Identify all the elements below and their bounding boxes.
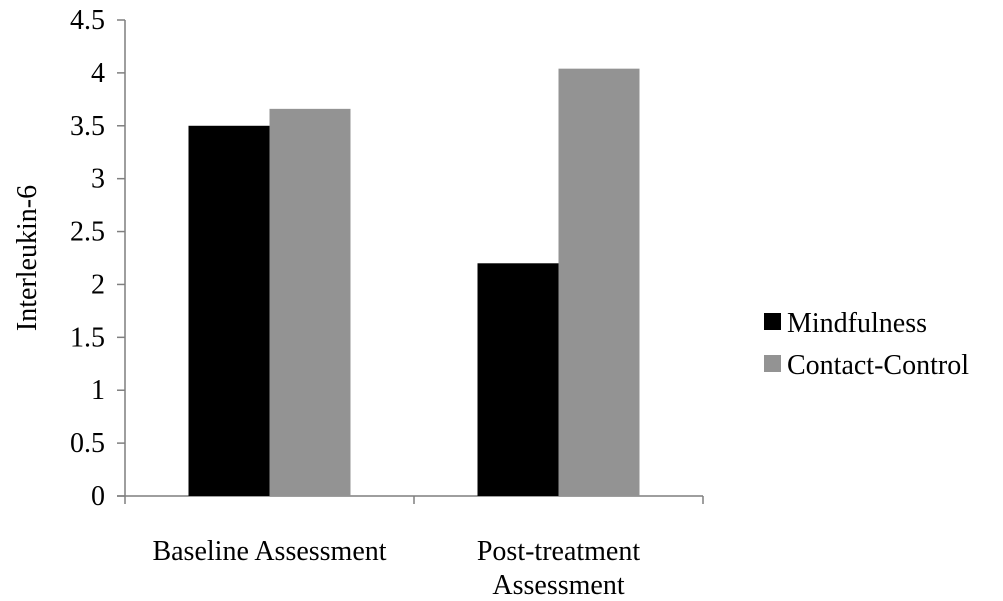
y-tick-label: 2.5 bbox=[70, 217, 105, 248]
y-tick-label: 4 bbox=[91, 58, 105, 89]
legend-swatch bbox=[764, 355, 781, 372]
y-tick-label: 1 bbox=[91, 375, 105, 406]
x-axis-ticks bbox=[124, 496, 704, 504]
y-tick-label: 0.5 bbox=[70, 428, 105, 459]
x-tick-label: Baseline Assessment bbox=[152, 536, 386, 567]
bars bbox=[188, 68, 640, 497]
legend-label: Mindfulness bbox=[787, 308, 927, 339]
y-tick-label: 1.5 bbox=[70, 322, 105, 353]
y-axis-ticks: 0 0.5 1 1.5 2 2.5 3 3.5 4 4.5 bbox=[70, 5, 125, 512]
bar-mindfulness bbox=[188, 125, 270, 497]
x-axis-labels: Baseline Assessment Post-treatmentAssessm… bbox=[152, 536, 640, 601]
bar-contact-control bbox=[558, 68, 640, 496]
x-tick-label: Post-treatment bbox=[477, 536, 641, 567]
legend: Mindfulness Contact-Control bbox=[764, 308, 969, 381]
x-tick-label: Assessment bbox=[492, 570, 624, 601]
y-tick-label: 3 bbox=[91, 164, 105, 195]
legend-swatch bbox=[764, 313, 781, 330]
y-axis-title: Interleukin-6 bbox=[12, 185, 43, 331]
legend-label: Contact-Control bbox=[787, 350, 969, 381]
bar-mindfulness bbox=[477, 263, 559, 496]
y-tick-label: 4.5 bbox=[70, 5, 105, 36]
bar-contact-control bbox=[269, 108, 351, 496]
y-tick-label: 0 bbox=[91, 481, 105, 512]
y-tick-label: 3.5 bbox=[70, 111, 105, 142]
y-tick-label: 2 bbox=[91, 269, 105, 300]
